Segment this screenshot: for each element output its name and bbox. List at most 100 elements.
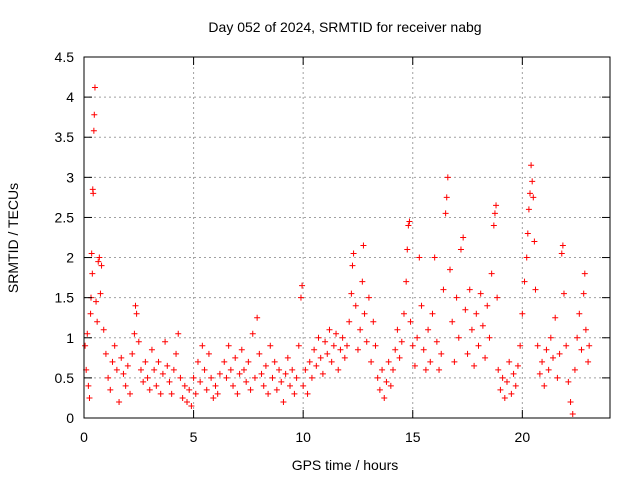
data-point bbox=[133, 310, 140, 317]
data-point bbox=[464, 350, 471, 357]
data-point bbox=[238, 346, 245, 353]
data-point bbox=[109, 358, 116, 365]
data-point bbox=[442, 210, 449, 217]
data-point bbox=[90, 127, 97, 134]
data-point bbox=[372, 342, 379, 349]
data-point bbox=[91, 84, 98, 91]
data-point bbox=[258, 370, 265, 377]
data-point bbox=[580, 290, 587, 297]
data-point bbox=[517, 342, 524, 349]
data-point bbox=[210, 394, 217, 401]
y-tick-label: 1.5 bbox=[55, 290, 75, 306]
x-tick-label: 10 bbox=[295, 429, 311, 445]
data-point bbox=[337, 346, 344, 353]
data-point bbox=[560, 290, 567, 297]
data-point bbox=[107, 386, 114, 393]
data-point bbox=[179, 394, 186, 401]
data-point bbox=[552, 314, 559, 321]
data-point bbox=[352, 302, 359, 309]
data-point bbox=[361, 310, 368, 317]
data-point bbox=[194, 358, 201, 365]
data-point bbox=[523, 254, 530, 261]
data-point bbox=[273, 386, 280, 393]
data-point bbox=[490, 222, 497, 229]
data-point bbox=[129, 350, 136, 357]
data-point bbox=[403, 278, 410, 285]
data-point bbox=[574, 334, 581, 341]
y-tick-label: 3.5 bbox=[55, 129, 75, 145]
data-point bbox=[230, 382, 237, 389]
data-point bbox=[168, 390, 175, 397]
data-point bbox=[142, 358, 149, 365]
data-point bbox=[571, 366, 578, 373]
data-point bbox=[276, 366, 283, 373]
data-point bbox=[205, 350, 212, 357]
data-point bbox=[333, 330, 340, 337]
data-point bbox=[335, 366, 342, 373]
data-point bbox=[280, 398, 287, 405]
data-point bbox=[510, 370, 517, 377]
y-tick-label: 4.5 bbox=[55, 49, 75, 65]
data-point bbox=[503, 378, 510, 385]
data-point bbox=[155, 358, 162, 365]
data-point bbox=[221, 358, 228, 365]
data-point bbox=[473, 310, 480, 317]
x-tick-label: 5 bbox=[190, 429, 198, 445]
data-point bbox=[547, 334, 554, 341]
data-point bbox=[354, 346, 361, 353]
chart-title: Day 052 of 2024, SRMTID for receiver nab… bbox=[208, 19, 481, 35]
data-point bbox=[157, 390, 164, 397]
data-point bbox=[245, 358, 252, 365]
grid-layer bbox=[84, 57, 610, 418]
data-point bbox=[365, 294, 372, 301]
data-point bbox=[360, 242, 367, 249]
data-point bbox=[405, 222, 412, 229]
data-point bbox=[82, 342, 89, 349]
data-point bbox=[420, 346, 427, 353]
data-point bbox=[519, 310, 526, 317]
data-point bbox=[262, 362, 269, 369]
data-point bbox=[440, 286, 447, 293]
data-point bbox=[578, 346, 585, 353]
data-point bbox=[302, 366, 309, 373]
data-point bbox=[512, 382, 519, 389]
x-axis-title: GPS time / hours bbox=[292, 457, 399, 473]
data-point bbox=[482, 354, 489, 361]
data-point bbox=[87, 310, 94, 317]
data-point bbox=[514, 362, 521, 369]
data-point bbox=[429, 310, 436, 317]
data-point bbox=[120, 370, 127, 377]
data-point bbox=[175, 330, 182, 337]
data-point bbox=[475, 342, 482, 349]
data-point bbox=[443, 194, 450, 201]
data-point bbox=[201, 366, 208, 373]
data-point bbox=[497, 386, 504, 393]
data-point bbox=[556, 350, 563, 357]
data-point bbox=[140, 378, 147, 385]
data-point bbox=[146, 386, 153, 393]
data-point bbox=[159, 370, 166, 377]
data-point bbox=[411, 362, 418, 369]
data-point bbox=[247, 386, 254, 393]
data-point bbox=[90, 190, 97, 197]
data-point bbox=[436, 366, 443, 373]
data-point bbox=[300, 382, 307, 389]
x-tick-label: 20 bbox=[515, 429, 531, 445]
data-point bbox=[131, 330, 138, 337]
data-point bbox=[529, 178, 536, 185]
data-point bbox=[466, 286, 473, 293]
data-point bbox=[398, 338, 405, 345]
data-point bbox=[322, 338, 329, 345]
y-tick-label: 4 bbox=[66, 89, 74, 105]
data-point bbox=[379, 366, 386, 373]
data-point bbox=[265, 390, 272, 397]
data-point bbox=[451, 358, 458, 365]
data-point bbox=[357, 326, 364, 333]
data-point bbox=[297, 294, 304, 301]
data-point bbox=[344, 342, 350, 349]
data-point bbox=[346, 318, 353, 325]
data-point bbox=[313, 362, 320, 369]
data-point bbox=[118, 354, 125, 361]
data-point bbox=[447, 266, 454, 273]
data-point bbox=[284, 354, 291, 361]
